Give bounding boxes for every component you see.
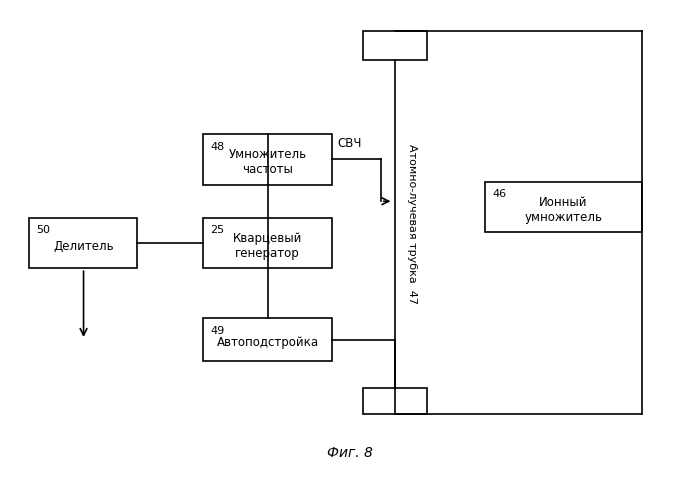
Text: Ионный
умножитель: Ионный умножитель <box>524 196 603 224</box>
Text: Атомно-лучевая трубка  47: Атомно-лучевая трубка 47 <box>407 144 417 303</box>
FancyBboxPatch shape <box>203 135 332 185</box>
Text: 48: 48 <box>210 141 224 151</box>
FancyBboxPatch shape <box>203 319 332 362</box>
Text: 49: 49 <box>210 325 224 335</box>
FancyBboxPatch shape <box>29 218 137 269</box>
Text: Кварцевый
генератор: Кварцевый генератор <box>233 231 303 260</box>
Text: 50: 50 <box>36 225 50 235</box>
Text: СВЧ: СВЧ <box>338 137 362 150</box>
Text: Фиг. 8: Фиг. 8 <box>326 445 373 459</box>
FancyBboxPatch shape <box>485 183 642 233</box>
Text: Делитель: Делитель <box>53 239 113 252</box>
FancyBboxPatch shape <box>203 218 332 269</box>
Text: 25: 25 <box>210 225 224 235</box>
Text: Автоподстройка: Автоподстройка <box>217 336 319 348</box>
FancyBboxPatch shape <box>363 33 427 61</box>
Text: 46: 46 <box>492 189 506 199</box>
Text: Умножитель
частоты: Умножитель частоты <box>229 148 307 176</box>
FancyBboxPatch shape <box>363 388 427 414</box>
